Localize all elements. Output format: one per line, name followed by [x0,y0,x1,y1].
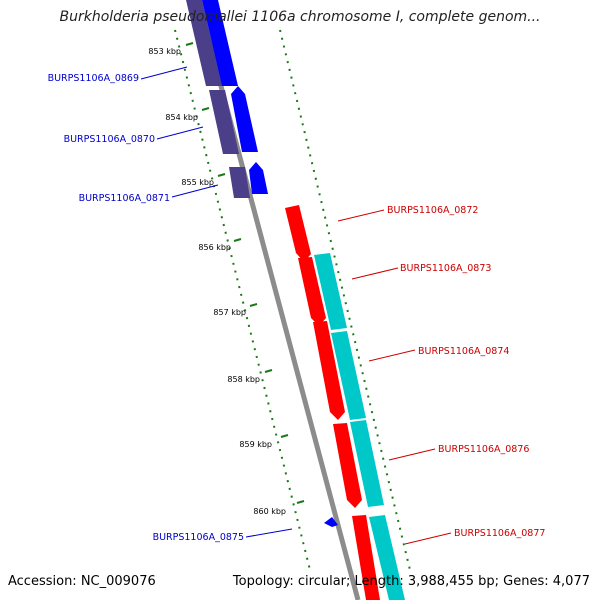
label-leader [368,349,416,362]
tick-label: 857 kbp [213,308,246,317]
tick-label: 853 kbp [148,47,181,56]
forward-gene-0876 [333,423,362,508]
forward-gene-0877 [352,515,380,600]
tick-mark [217,173,226,177]
genome-stats: Topology: circular; Length: 3,988,455 bp… [232,574,590,589]
label-leader [351,267,399,280]
label-leader [245,528,293,538]
tick-mark [296,500,305,504]
gene-label[interactable]: BURPS1106A_0876 [438,444,529,455]
tick-mark [201,107,210,111]
tick-label: 854 kbp [165,113,198,122]
label-leader [171,184,219,198]
forward-gene-0873 [298,257,326,326]
label-leader [156,126,204,140]
forward-gene-0874 [313,321,345,420]
tick-mark [249,303,258,307]
reverse-cds-0869 [186,0,222,86]
label-leader [388,448,436,461]
gene-label[interactable]: BURPS1106A_0872 [387,205,478,216]
tick-mark [185,42,194,46]
tick-label: 860 kbp [253,507,286,516]
label-leader [140,66,188,80]
accession-label: Accession: NC_009076 [8,574,156,589]
reverse-gene-0869 [202,0,238,86]
forward-cds-0873 [314,253,347,330]
forward-cds-0876 [350,420,384,507]
gene-label[interactable]: BURPS1106A_0869 [48,73,139,84]
map-title: Burkholderia pseudomallei 1106a chromoso… [59,9,541,25]
gene-label[interactable]: BURPS1106A_0871 [79,193,170,204]
tick-mark [264,369,273,373]
gene-label[interactable]: BURPS1106A_0873 [400,263,491,274]
reverse-gene-0870 [231,86,258,152]
gene-label[interactable]: BURPS1106A_0870 [64,134,155,145]
reverse-gene-0875 [324,517,338,527]
tick-label: 856 kbp [198,243,231,252]
forward-cds-0877 [369,515,405,600]
forward-gene-0872 [285,205,311,262]
forward-cds-0874 [331,331,366,420]
tick-label: 858 kbp [227,375,260,384]
reverse-cds-0871 [229,167,250,198]
gene-label[interactable]: BURPS1106A_0874 [418,346,509,357]
tick-mark [233,238,242,242]
gene-label[interactable]: BURPS1106A_0877 [454,528,545,539]
label-leader [337,209,385,222]
tick-label: 855 kbp [181,178,214,187]
gene-label[interactable]: BURPS1106A_0875 [153,532,244,543]
tick-label: 859 kbp [239,440,272,449]
reverse-cds-0870 [209,90,239,154]
label-leader [404,532,452,545]
tick-mark [280,434,289,438]
reverse-gene-0871 [249,162,268,194]
